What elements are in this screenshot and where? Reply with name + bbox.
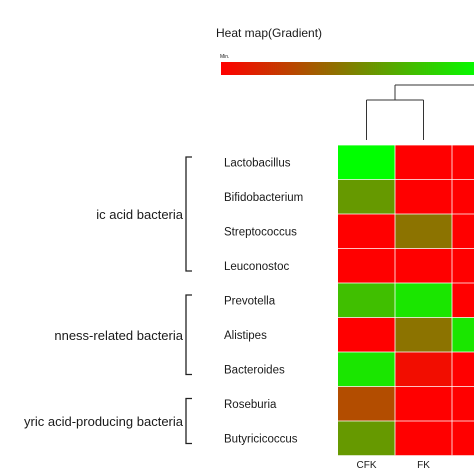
column-label: FK — [417, 460, 430, 471]
heatmap-cell — [395, 145, 453, 180]
heatmap-cell — [338, 421, 396, 456]
heatmap-cell — [395, 421, 453, 456]
heatmap-cell — [452, 248, 474, 284]
heatmap-cell — [338, 386, 396, 422]
row-label: Bacteroides — [224, 364, 285, 376]
heatmap-cell — [338, 352, 396, 387]
heatmap-cell — [452, 386, 474, 422]
heatmap-cell — [338, 214, 396, 249]
group-label: nness-related bacteria — [54, 328, 183, 343]
heatmap-cell — [452, 421, 474, 456]
heatmap-cell — [395, 214, 453, 249]
heatmap-cell — [452, 214, 474, 249]
heatmap-cells — [338, 144, 474, 456]
heatmap-cell — [338, 179, 396, 215]
heatmap-cell — [395, 179, 453, 215]
heatmap-cell — [338, 248, 396, 284]
heatmap-cell — [338, 317, 396, 353]
group-brackets — [185, 156, 192, 445]
heatmap-cell — [338, 145, 396, 180]
group-label: ic acid bacteria — [96, 207, 183, 222]
column-labels: CFKFKC — [357, 460, 431, 471]
column-label: CFK — [357, 460, 377, 471]
column-dendrogram — [366, 84, 474, 140]
chart-title: Heat map(Gradient) — [216, 26, 322, 40]
color-legend — [221, 62, 474, 75]
row-label: Butyricicoccus — [224, 433, 298, 445]
heatmap-cell — [452, 283, 474, 318]
row-labels: Lactobacillus Bifidobacterium Streptococcu… — [224, 157, 303, 445]
row-label: Leuconostoc — [224, 261, 289, 273]
heatmap-cell — [452, 179, 474, 215]
row-label: Alistipes — [224, 330, 267, 342]
heatmap-cell — [395, 317, 453, 353]
row-label: Roseburia — [224, 399, 277, 411]
group-bracket — [185, 294, 192, 376]
group-bracket — [185, 397, 192, 445]
legend-gradient-bar — [221, 62, 474, 75]
heatmap-cell — [452, 352, 474, 387]
heatmap-cell — [395, 352, 453, 387]
row-label: Lactobacillus — [224, 157, 291, 169]
row-label: Streptococcus — [224, 226, 297, 238]
heatmap-cell — [338, 283, 396, 318]
legend-min-label: Min. — [220, 54, 229, 60]
heatmap-cell — [395, 283, 453, 318]
heatmap-cell — [395, 386, 453, 422]
row-label: Bifidobacterium — [224, 192, 303, 204]
heatmap-cell — [452, 145, 474, 180]
group-label: yric acid-producing bacteria — [24, 414, 184, 429]
group-bracket — [185, 156, 192, 272]
heatmap-cell — [395, 248, 453, 284]
group-labels: ic acid bacteria nness-related bacteria yr… — [24, 207, 184, 429]
heatmap-cell — [452, 317, 474, 353]
row-label: Prevotella — [224, 295, 276, 307]
